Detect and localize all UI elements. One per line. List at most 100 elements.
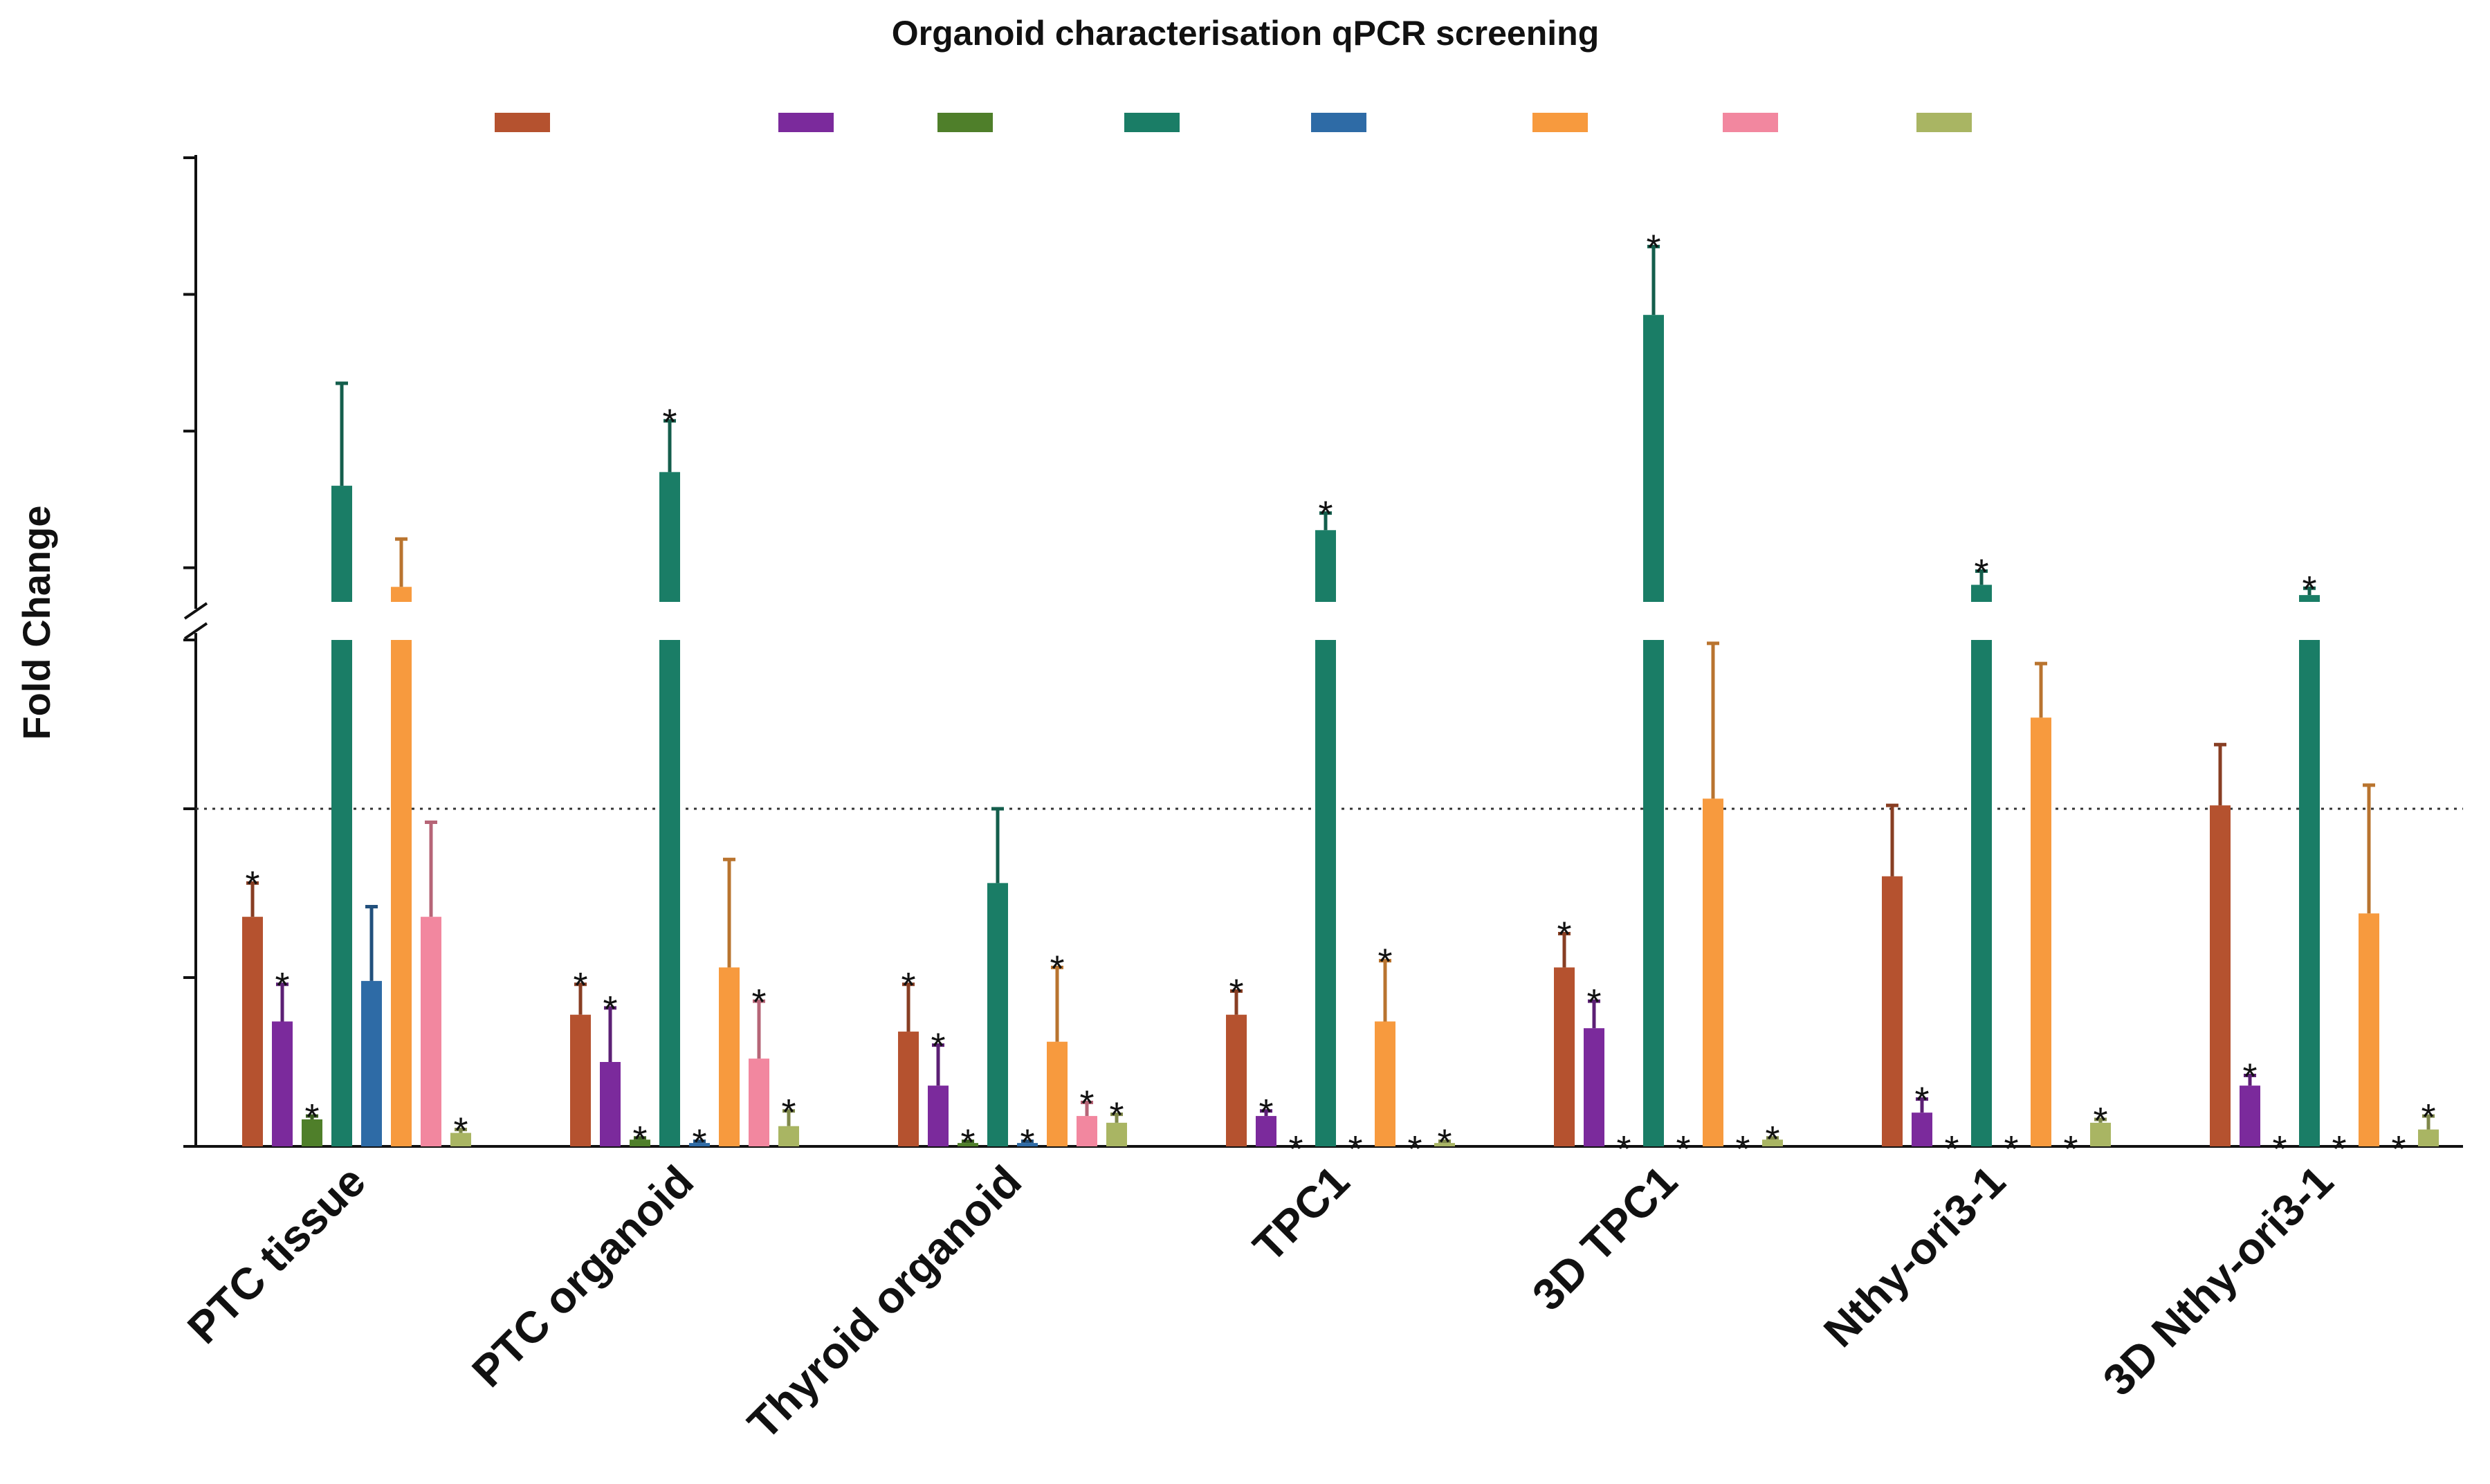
significance-star: * (1616, 1128, 1631, 1170)
significance-star: * (1229, 972, 1243, 1014)
significance-star: * (1318, 494, 1333, 535)
significance-star: * (2391, 1128, 2406, 1170)
legend-swatch-duox1 (1723, 113, 1778, 132)
bar-c-met-1 (659, 472, 680, 602)
significance-star: * (1974, 552, 1988, 594)
y-axis-label: Fold Change (15, 505, 58, 740)
bar-pax8-2 (928, 1085, 949, 1146)
significance-star: * (1050, 948, 1064, 989)
bar-nis-1 (778, 1126, 799, 1146)
legend-swatch-nis (1916, 113, 1972, 132)
significance-star: * (2302, 569, 2316, 610)
significance-star: * (1258, 1092, 1273, 1133)
significance-star: * (2242, 1056, 2257, 1098)
significance-star: * (573, 965, 587, 1007)
category-labels: PTC tissue PTC organoid Thyroid organoid TP… (178, 1156, 2343, 1449)
significance-star: * (1676, 1128, 1690, 1170)
significance-star: * (901, 965, 915, 1007)
significance-star: * (1377, 942, 1392, 983)
significance-star: * (1914, 1080, 1929, 1121)
bar-nis-5 (2090, 1122, 2111, 1146)
significance-star: * (1765, 1119, 1779, 1160)
bar-duox1-1 (749, 1059, 769, 1146)
bar-duox1-0 (421, 917, 441, 1146)
significance-star: * (1735, 1128, 1750, 1170)
bar-zo-1-5 (2031, 717, 2051, 1146)
axis-break-mark (183, 602, 208, 620)
significance-star: * (2004, 1128, 2018, 1170)
bars-layer: * * * * * * * * * * * * * * * * * * * * * * * * * * * * * * * * * * * * * * * *… (242, 227, 2439, 1170)
significance-star: * (1109, 1095, 1124, 1137)
category-label: TPC1 (1243, 1156, 1359, 1272)
significance-star: * (245, 863, 259, 905)
bar-c-met-2 (987, 883, 1008, 1146)
significance-star: * (2272, 1128, 2287, 1170)
significance-star: * (1944, 1128, 1959, 1170)
significance-star: * (662, 401, 677, 443)
bar-nis-2 (1106, 1122, 1127, 1146)
bar-c-met-4 (1643, 640, 1664, 1146)
bar-zo-1-2 (1047, 1041, 1068, 1146)
legend (495, 113, 1972, 132)
significance-star: * (304, 1097, 319, 1138)
legend-swatch-tg (937, 113, 993, 132)
bar-c-met-0 (331, 640, 352, 1146)
bar-tshr-2 (1017, 1143, 1038, 1146)
bar-nis-4 (1762, 1139, 1783, 1146)
significance-star: * (751, 982, 766, 1023)
bar-ttf1-4 (1554, 967, 1575, 1146)
bar-tshr-1 (689, 1143, 710, 1146)
bar-nis-6 (2418, 1129, 2439, 1146)
bar-tg-2 (958, 1143, 978, 1146)
bar-c-met-1 (659, 640, 680, 1146)
legend-swatch-ttf1 (495, 113, 550, 132)
bar-pax8-5 (1912, 1112, 1932, 1146)
significance-star: * (960, 1122, 975, 1164)
bar-c-met-0 (331, 486, 352, 602)
bar-tg-1 (630, 1139, 650, 1146)
legend-swatch-zo-1 (1532, 113, 1588, 132)
bar-ttf1-5 (1882, 876, 1903, 1146)
bar-duox1-2 (1077, 1116, 1097, 1146)
bar-c-met-6 (2299, 640, 2320, 1146)
bar-pax8-0 (272, 1021, 293, 1146)
significance-star: * (1407, 1128, 1422, 1170)
bar-c-met-5 (1971, 585, 1992, 602)
bar-pax8-4 (1584, 1028, 1604, 1146)
bar-c-met-3 (1315, 530, 1336, 602)
significance-star: * (453, 1110, 468, 1152)
axis-break-mark (183, 622, 208, 640)
bar-pax8-6 (2240, 1085, 2260, 1146)
bar-zo-1-0 (391, 640, 412, 1146)
bar-nis-3 (1434, 1143, 1455, 1146)
category-label: 3D TPC1 (1523, 1156, 1687, 1320)
significance-star: * (1079, 1083, 1094, 1125)
significance-star: * (1586, 982, 1601, 1023)
bar-ttf1-2 (898, 1032, 919, 1146)
significance-star: * (2093, 1100, 2107, 1142)
legend-swatch-tshr (1311, 113, 1366, 132)
bar-pax8-1 (600, 1062, 621, 1146)
bar-ttf1-0 (242, 917, 263, 1146)
significance-star: * (931, 1026, 945, 1068)
significance-star: * (1288, 1128, 1303, 1170)
significance-star: * (2421, 1097, 2435, 1138)
bar-zo-1-3 (1375, 1021, 1395, 1146)
bar-tg-0 (302, 1119, 322, 1146)
bar-c-met-5 (1971, 640, 1992, 1146)
significance-star: * (2063, 1128, 2078, 1170)
bar-zo-1-1 (719, 967, 740, 1146)
significance-star: * (1348, 1128, 1362, 1170)
legend-swatch-c-met (1124, 113, 1180, 132)
bar-ttf1-6 (2210, 805, 2231, 1146)
bar-tshr-0 (361, 980, 382, 1146)
bar-ttf1-1 (570, 1014, 591, 1146)
significance-star: * (1646, 227, 1660, 268)
bar-nis-0 (450, 1133, 471, 1146)
category-label: PTC organoid (462, 1156, 703, 1397)
significance-star: * (2332, 1128, 2346, 1170)
significance-star: * (781, 1092, 796, 1133)
chart-title: Organoid characterisation qPCR screening (892, 14, 1600, 53)
significance-star: * (1437, 1122, 1452, 1164)
